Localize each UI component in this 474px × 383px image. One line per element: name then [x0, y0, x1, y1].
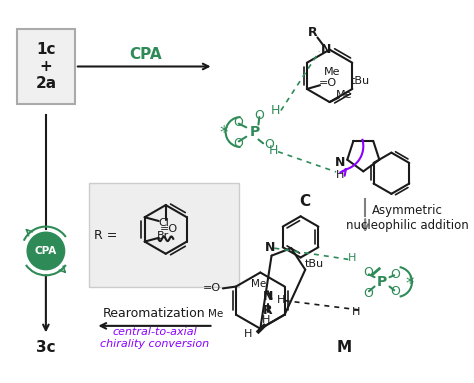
Text: central-to-axial
chirality conversion: central-to-axial chirality conversion: [100, 327, 209, 349]
Circle shape: [27, 232, 64, 270]
Text: *: *: [406, 275, 414, 293]
Text: N: N: [264, 241, 275, 254]
Text: O: O: [265, 138, 274, 151]
Text: H: H: [271, 104, 280, 117]
Text: CPA: CPA: [35, 246, 57, 256]
Text: Rearomatization: Rearomatization: [103, 307, 206, 320]
FancyBboxPatch shape: [89, 183, 239, 288]
Text: H: H: [348, 252, 356, 262]
Text: 3c: 3c: [36, 340, 55, 355]
Text: O: O: [363, 286, 373, 300]
Text: O: O: [233, 137, 243, 150]
Text: Me: Me: [323, 67, 340, 77]
Text: Cl: Cl: [158, 218, 169, 228]
Text: Me: Me: [208, 309, 223, 319]
Text: O: O: [390, 268, 400, 281]
Text: H: H: [352, 307, 360, 317]
Text: C: C: [299, 194, 310, 209]
Text: O: O: [255, 109, 264, 122]
Text: H: H: [262, 315, 270, 325]
Text: =O: =O: [319, 79, 337, 88]
Text: H: H: [269, 144, 278, 157]
Text: O: O: [233, 116, 243, 129]
Text: O: O: [363, 266, 373, 279]
Text: H: H: [244, 329, 252, 339]
Text: tBu: tBu: [305, 259, 324, 269]
Text: M: M: [337, 340, 352, 355]
Text: CPA: CPA: [129, 47, 162, 62]
Text: *: *: [219, 124, 228, 142]
Text: =O: =O: [159, 224, 178, 234]
Text: =O: =O: [202, 283, 221, 293]
Text: O: O: [390, 285, 400, 298]
Text: 1c
+
2a: 1c + 2a: [36, 42, 56, 92]
Text: N: N: [263, 290, 273, 303]
Text: Br: Br: [157, 231, 170, 241]
Text: P: P: [250, 125, 260, 139]
Text: H: H: [277, 295, 285, 305]
Text: H: H: [336, 170, 344, 180]
Text: P: P: [377, 275, 387, 289]
Text: R =: R =: [94, 229, 118, 242]
Text: Asymmetric
nucleophilic addition: Asymmetric nucleophilic addition: [346, 204, 469, 232]
Text: R: R: [308, 26, 318, 39]
Text: N: N: [335, 156, 345, 169]
Text: Me: Me: [251, 280, 266, 290]
Text: R: R: [263, 304, 273, 317]
FancyBboxPatch shape: [17, 29, 75, 104]
Text: tBu: tBu: [350, 77, 369, 87]
Text: Me: Me: [336, 90, 352, 100]
Text: N: N: [321, 43, 331, 56]
